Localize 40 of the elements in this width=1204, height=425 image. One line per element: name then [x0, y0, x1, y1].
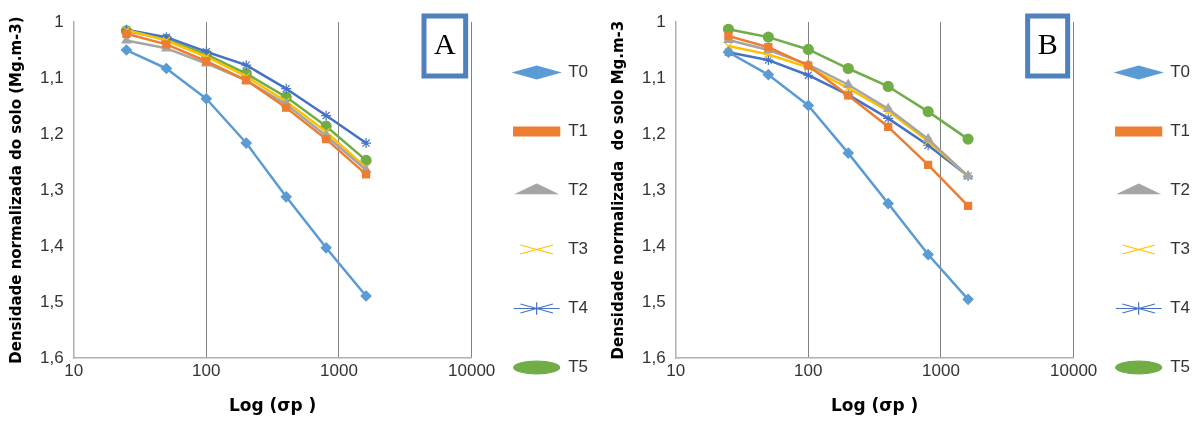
y-tick-label: 1: [656, 11, 666, 31]
legend-label: T3: [568, 239, 588, 259]
x-tick-label: 100: [794, 361, 823, 381]
legend-label: T5: [1170, 357, 1190, 377]
legend-label: T1: [568, 121, 588, 141]
annotation: B: [1037, 26, 1058, 60]
y-tick-label: 1,1: [641, 67, 666, 87]
legend-label: T2: [568, 180, 588, 200]
y-tick-label: 1,2: [641, 123, 666, 143]
x-tick-label: 10000: [448, 361, 496, 381]
annotation: A: [433, 26, 456, 60]
x-tick-label: 1000: [320, 361, 358, 381]
x-tick-label: 10: [64, 361, 84, 381]
y-tick-label: 1,1: [39, 67, 64, 87]
y-axis-title: Densidade normalizada do solo (Mg.m-3): [6, 16, 25, 364]
y-tick-label: 1,5: [641, 291, 666, 311]
legend-label: T1: [1170, 121, 1190, 141]
x-tick-label: 1000: [922, 361, 960, 381]
y-axis-title: Densidade normalizada do solo Mg.m-3: [608, 20, 627, 360]
y-tick-label: 1: [54, 11, 64, 31]
legend-label: T4: [1170, 298, 1190, 318]
x-tick-label: 10000: [1050, 361, 1098, 381]
y-tick-label: 1,6: [641, 347, 666, 367]
x-axis-title: Log (σp ): [228, 395, 317, 416]
y-tick-label: 1,5: [39, 291, 64, 311]
legend-label: T3: [1170, 239, 1190, 259]
y-tick-label: 1,3: [641, 179, 666, 199]
legend-label: T4: [568, 298, 588, 318]
y-tick-label: 1,4: [641, 235, 666, 255]
legend-label: T2: [1170, 180, 1190, 200]
y-tick-label: 1,4: [39, 235, 64, 255]
x-tick-label: 10: [666, 361, 686, 381]
legend-label: T5: [568, 357, 588, 377]
legend-label: T0: [1170, 62, 1190, 82]
y-tick-label: 1,2: [39, 123, 64, 143]
legend-label: T0: [568, 62, 588, 82]
y-tick-label: 1,3: [39, 179, 64, 199]
x-axis-title: Log (σp ): [830, 395, 919, 416]
x-tick-label: 100: [192, 361, 221, 381]
y-tick-label: 1,6: [39, 347, 64, 367]
